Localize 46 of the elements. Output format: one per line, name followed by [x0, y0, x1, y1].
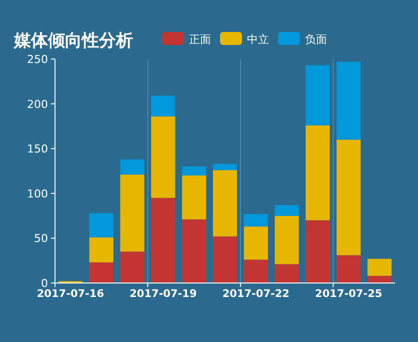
bar [212, 236, 238, 283]
legend-item: 正面 [162, 32, 211, 46]
bar [212, 164, 238, 170]
bar [367, 276, 392, 283]
bar [212, 170, 238, 236]
y-tick-label: 250 [27, 53, 48, 66]
bar [151, 198, 176, 283]
bar [274, 216, 299, 264]
bar [274, 205, 299, 216]
bar [151, 96, 176, 116]
legend-label: 中立 [247, 33, 269, 46]
bar [151, 116, 176, 198]
y-tick-label: 150 [27, 142, 48, 156]
bar [182, 219, 206, 283]
bar [120, 159, 144, 175]
x-tick-label: 2017-07-22 [222, 288, 290, 300]
bar [306, 125, 330, 220]
bar [182, 166, 206, 176]
bar [89, 262, 114, 283]
bar [244, 214, 268, 227]
bar [89, 237, 114, 262]
bar [336, 140, 361, 256]
bar [336, 62, 361, 140]
x-tick-label: 2017-07-16 [36, 288, 104, 300]
bar [182, 175, 206, 220]
bar [274, 264, 299, 283]
bar [120, 252, 144, 283]
y-tick-label: 0 [41, 277, 48, 290]
bar [306, 220, 330, 283]
y-tick-label: 200 [27, 98, 48, 111]
x-tick-label: 2017-07-19 [130, 288, 197, 300]
bar [244, 260, 268, 283]
x-tick-label: 2017-07-25 [315, 288, 382, 300]
bar [367, 258, 392, 276]
legend-label: 正面 [189, 33, 211, 46]
y-tick-label: 50 [34, 232, 48, 246]
chart-title: 媒体倾向性分析 [13, 31, 133, 51]
legend-label: 负面 [305, 33, 327, 46]
legend-item: 负面 [278, 32, 327, 46]
bar [306, 65, 330, 126]
y-tick-label: 100 [27, 187, 48, 200]
legend-item: 中立 [220, 32, 269, 46]
bar [244, 226, 268, 260]
bar [336, 255, 361, 283]
bar [89, 213, 114, 238]
bar [120, 174, 144, 252]
